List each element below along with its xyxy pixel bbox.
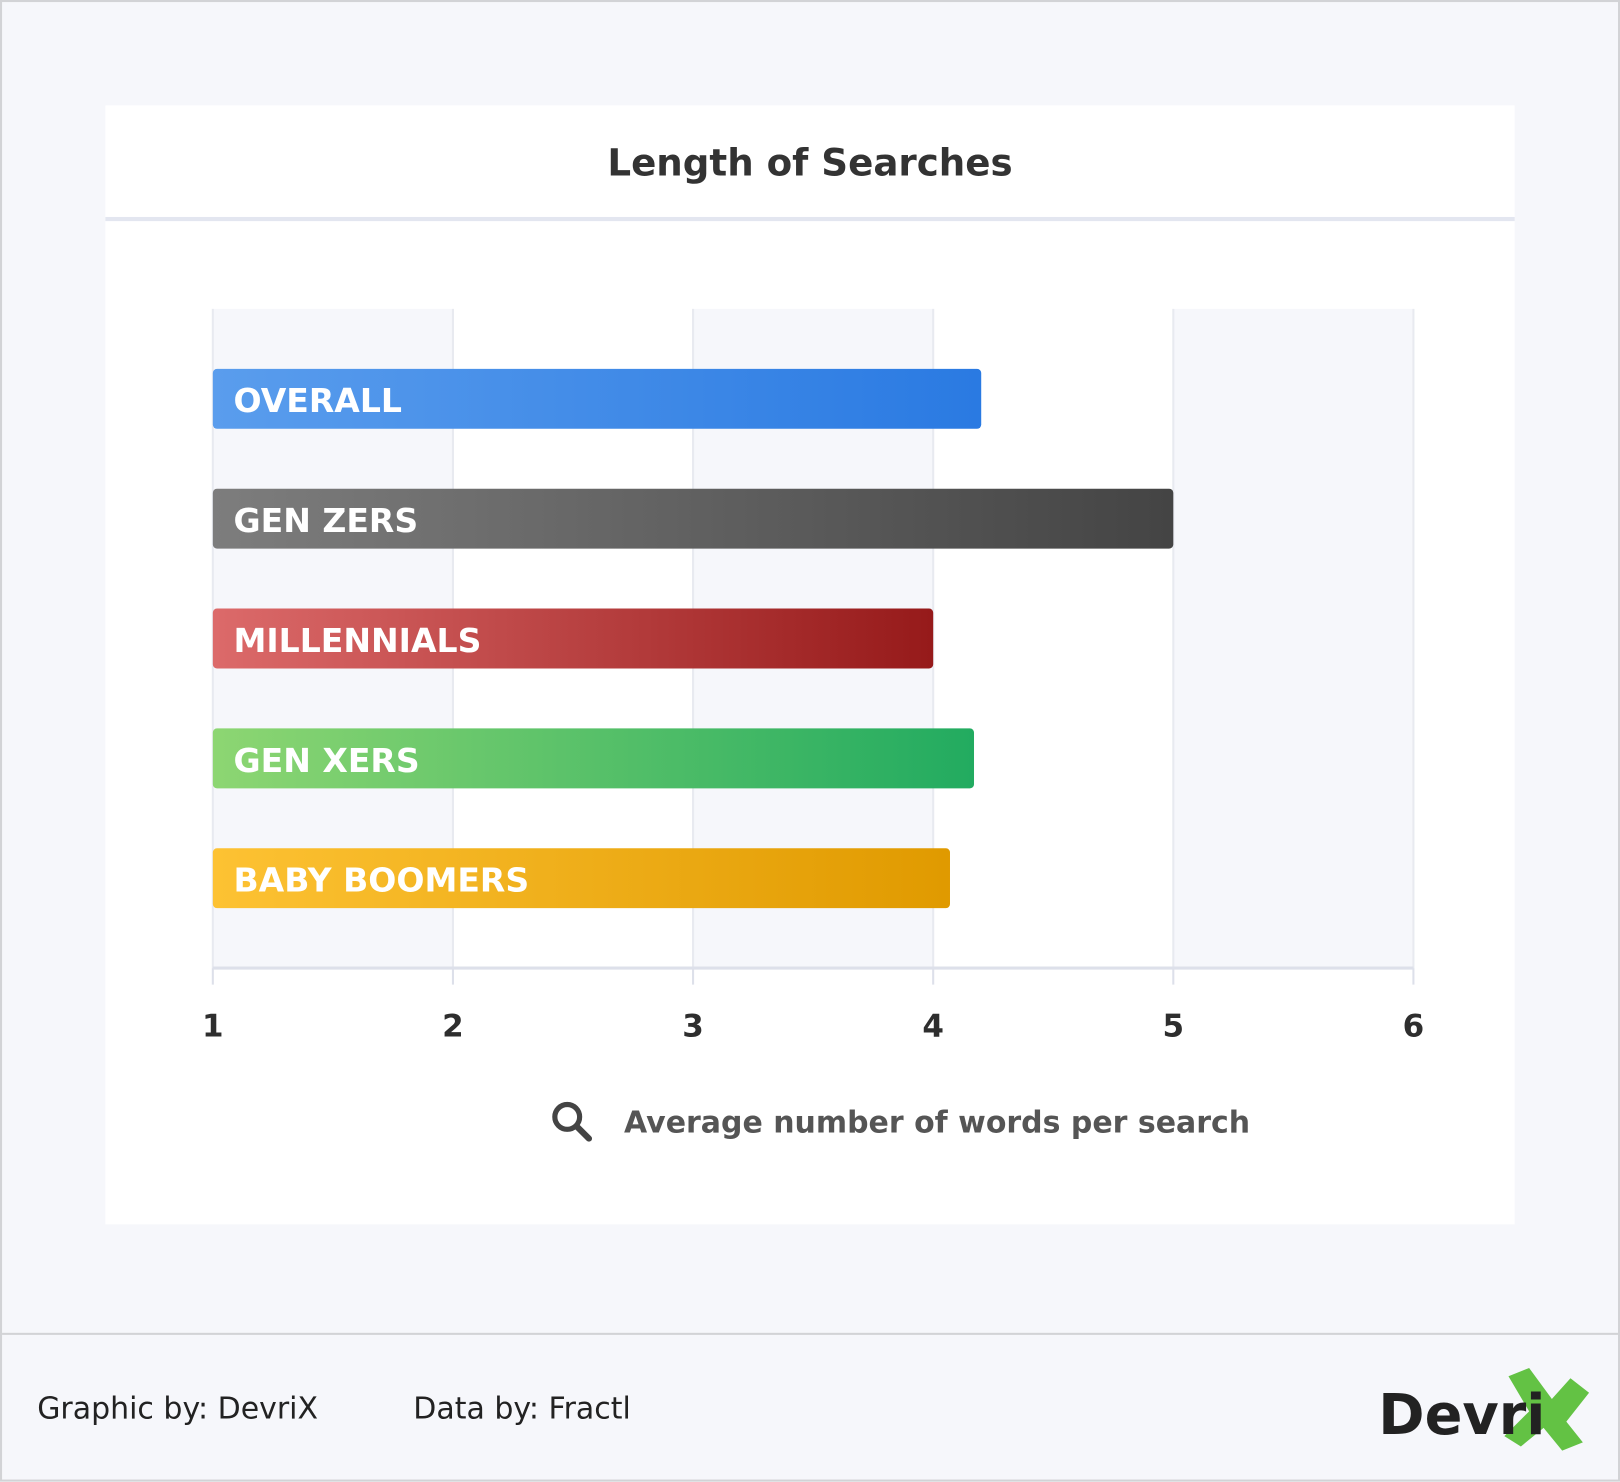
bar-chart: 1 2 3 4 5 6 OVERALL GEN ZERS MILLENNIALS GEN XERS…	[202, 308, 1425, 1044]
grid-band	[1173, 308, 1414, 969]
devrix-logo: Devri	[1378, 1367, 1590, 1451]
chart-card: Length of Searches 1 2 3 4 5 6 OVERALL GEN ZERS…	[105, 105, 1515, 1225]
data-credit: Data by: Fractl	[413, 1390, 631, 1426]
x-tick-label: 4	[922, 1008, 944, 1044]
x-tick-label: 1	[202, 1008, 224, 1044]
chart-title: Length of Searches	[607, 142, 1013, 185]
bar-baby-boomers	[212, 848, 950, 909]
bar-gen-zers	[212, 488, 1174, 549]
bar-label: GEN XERS	[234, 741, 420, 780]
x-axis-label-text: Average number of words per search	[624, 1104, 1251, 1140]
bar-gen-xers	[212, 728, 975, 789]
footer-divider	[2, 1332, 1618, 1335]
title-divider	[105, 216, 1515, 222]
bar-label: BABY BOOMERS	[234, 861, 530, 900]
x-tick-label: 2	[442, 1008, 464, 1044]
search-icon	[552, 1101, 593, 1142]
svg-text:Devri: Devri	[1378, 1383, 1545, 1448]
bar-overall	[212, 368, 982, 429]
x-tick-label: 5	[1163, 1008, 1185, 1044]
bar-label: MILLENNIALS	[234, 621, 482, 660]
bar-label: GEN ZERS	[234, 501, 419, 540]
x-tick-label: 6	[1403, 1008, 1425, 1044]
bar-label: OVERALL	[234, 381, 403, 420]
x-axis-label: Average number of words per search	[550, 1099, 1250, 1144]
bar-millennials	[212, 608, 934, 669]
x-tick-label: 3	[682, 1008, 704, 1044]
graphic-credit: Graphic by: DevriX	[37, 1390, 319, 1426]
